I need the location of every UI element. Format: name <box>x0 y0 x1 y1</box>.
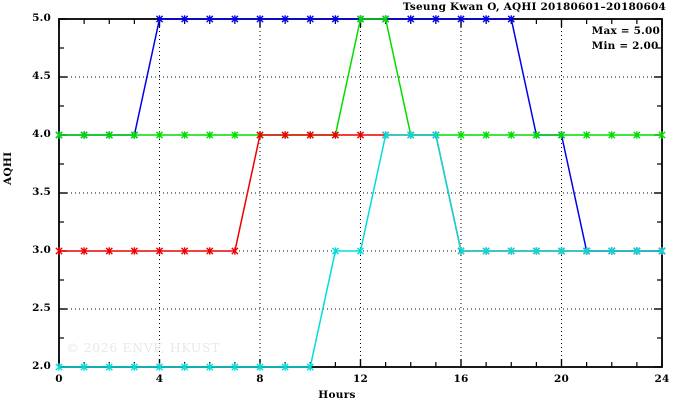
data-point-marker <box>482 15 490 23</box>
data-point-marker <box>306 15 314 23</box>
data-series <box>55 131 666 371</box>
data-point-marker <box>331 247 339 255</box>
data-point-marker <box>557 247 566 255</box>
y-axis-title: AQHI <box>2 151 14 185</box>
data-point-marker <box>658 247 666 255</box>
data-point-marker <box>256 15 264 23</box>
data-point-marker <box>331 131 339 139</box>
data-point-marker <box>181 363 189 371</box>
y-tick-label: 2.0 <box>32 360 51 372</box>
data-point-marker <box>306 363 314 371</box>
data-point-marker <box>105 247 113 255</box>
data-point-marker <box>206 15 214 23</box>
data-point-marker <box>181 131 189 139</box>
y-tick-label: 3.5 <box>32 186 51 198</box>
data-point-marker <box>356 131 365 139</box>
data-point-marker <box>356 247 365 255</box>
data-point-marker <box>206 131 214 139</box>
data-point-marker <box>507 15 515 23</box>
x-tick-label: 12 <box>352 373 368 385</box>
y-tick-label: 4.5 <box>32 70 51 82</box>
x-tick-label: 20 <box>553 373 569 385</box>
data-point-marker <box>206 247 214 255</box>
data-point-marker <box>80 363 88 371</box>
data-point-marker <box>231 15 239 23</box>
data-point-marker <box>356 15 365 23</box>
data-point-marker <box>382 131 390 139</box>
data-point-marker <box>608 247 616 255</box>
data-point-marker <box>281 363 289 371</box>
data-point-marker <box>130 131 138 139</box>
data-point-marker <box>457 15 465 23</box>
data-point-marker <box>55 363 63 371</box>
data-point-marker <box>482 131 490 139</box>
data-series-layer <box>55 15 666 371</box>
data-point-marker <box>482 247 490 255</box>
data-point-marker <box>80 247 88 255</box>
gridlines <box>59 19 662 367</box>
data-point-marker <box>55 131 63 139</box>
data-point-marker <box>432 15 440 23</box>
data-point-marker <box>281 131 289 139</box>
data-point-marker <box>155 131 164 139</box>
data-point-marker <box>532 247 540 255</box>
data-point-marker <box>105 363 113 371</box>
data-point-marker <box>155 247 164 255</box>
data-point-marker <box>130 247 138 255</box>
chart-title: Tseung Kwan O, AQHI 20180601–20180604 <box>402 1 666 13</box>
data-point-marker <box>382 15 390 23</box>
y-tick-label: 5.0 <box>32 12 51 24</box>
min-value-label: Min = 2.00 <box>591 40 659 53</box>
data-point-marker <box>306 131 314 139</box>
data-point-marker <box>507 131 515 139</box>
y-tick-label: 4.0 <box>32 128 51 140</box>
data-point-marker <box>583 131 591 139</box>
data-point-marker <box>105 131 113 139</box>
data-point-marker <box>457 247 465 255</box>
data-point-marker <box>155 363 164 371</box>
data-point-marker <box>583 247 591 255</box>
data-point-marker <box>532 131 540 139</box>
data-point-marker <box>256 131 264 139</box>
data-point-marker <box>206 363 214 371</box>
data-point-marker <box>633 247 641 255</box>
data-point-marker <box>231 247 239 255</box>
x-tick-label: 0 <box>55 373 63 385</box>
data-point-marker <box>181 247 189 255</box>
data-point-marker <box>658 131 666 139</box>
data-point-marker <box>331 15 339 23</box>
data-point-marker <box>608 131 616 139</box>
copyright-watermark: © 2026 ENVF, HKUST <box>66 340 221 355</box>
x-axis-title: Hours <box>318 389 356 401</box>
data-point-marker <box>432 131 440 139</box>
x-tick-label: 24 <box>654 373 670 385</box>
data-point-marker <box>80 131 88 139</box>
data-point-marker <box>457 131 465 139</box>
data-point-marker <box>231 131 239 139</box>
x-tick-label: 16 <box>453 373 469 385</box>
y-tick-label: 2.5 <box>32 302 51 314</box>
data-point-marker <box>557 131 566 139</box>
x-tick-label: 8 <box>256 373 264 385</box>
max-value-label: Max = 5.00 <box>591 25 660 37</box>
data-point-marker <box>55 247 63 255</box>
x-tick-label: 4 <box>155 373 164 385</box>
data-point-marker <box>281 15 289 23</box>
y-tick-label: 3.0 <box>32 244 51 256</box>
data-point-marker <box>407 15 415 23</box>
data-point-marker <box>130 363 138 371</box>
data-point-marker <box>256 363 264 371</box>
data-point-marker <box>507 247 515 255</box>
stats-annotation: Max = 5.00 Min = 2.00 <box>592 24 660 54</box>
data-point-marker <box>155 15 164 23</box>
data-point-marker <box>231 363 239 371</box>
data-point-marker <box>181 15 189 23</box>
data-point-marker <box>633 131 641 139</box>
data-point-marker <box>407 131 415 139</box>
